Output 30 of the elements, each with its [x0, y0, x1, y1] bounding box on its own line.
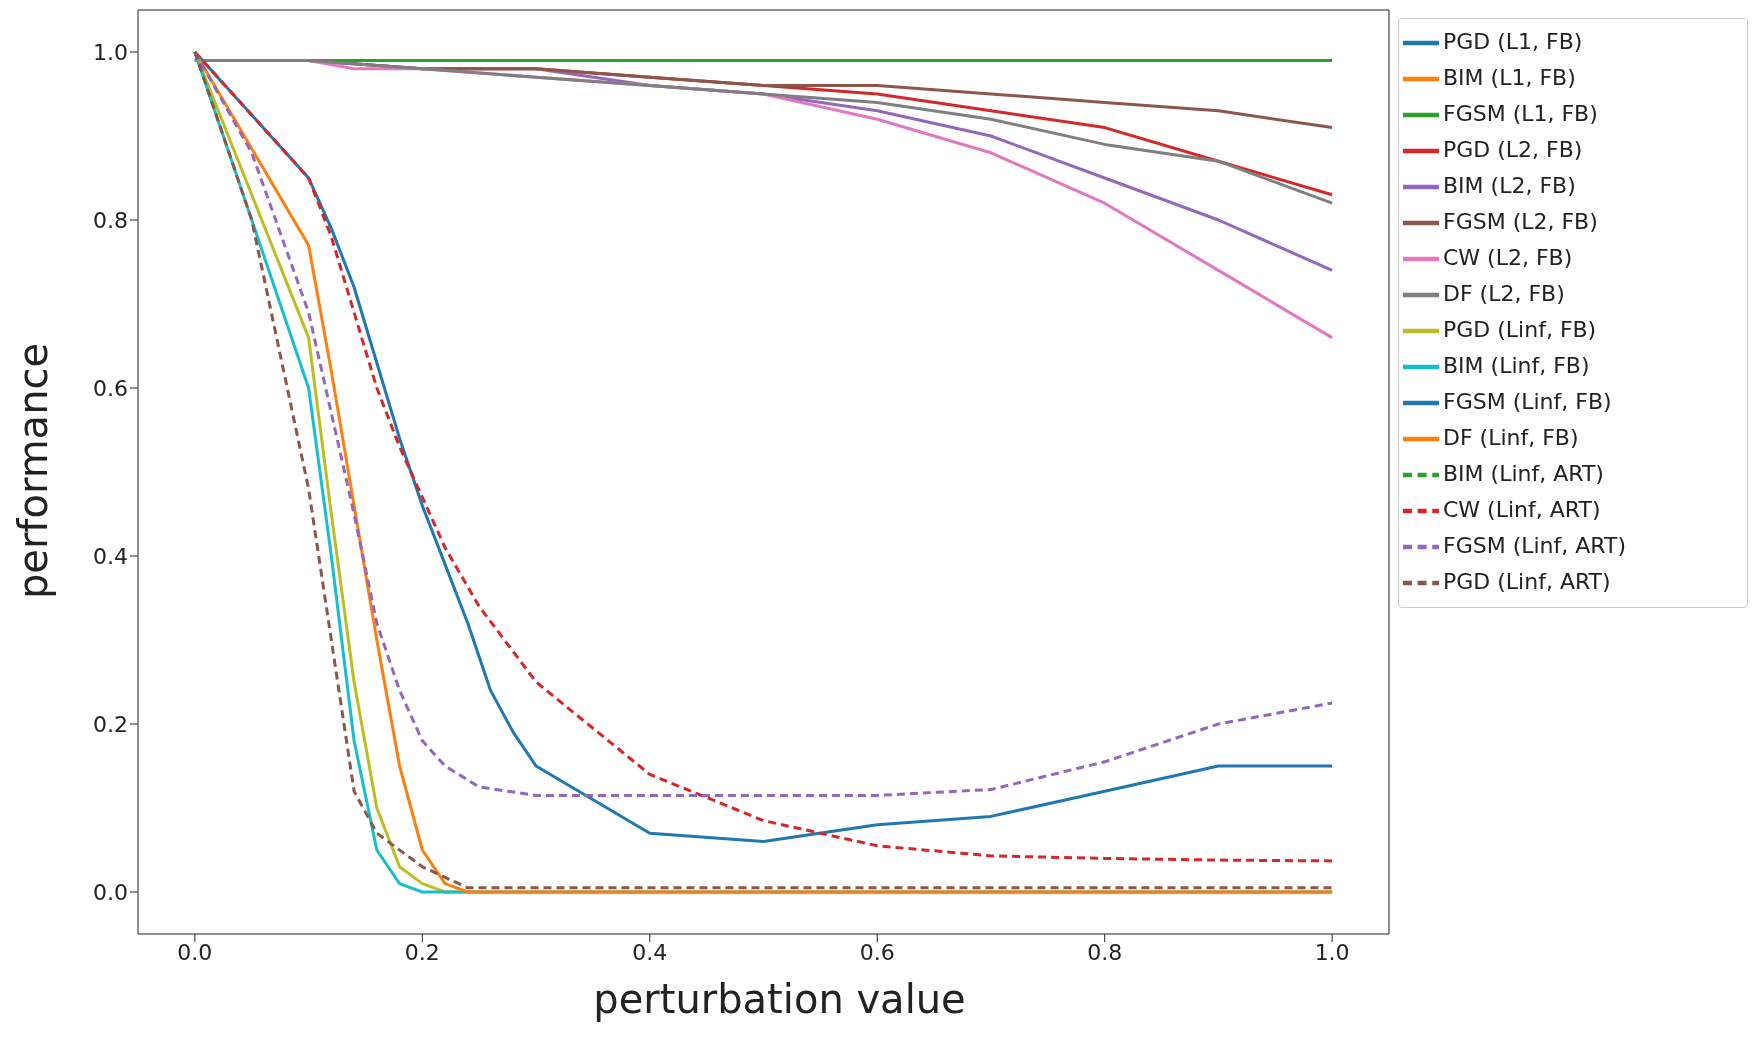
legend-label: FGSM (Linf, FB)	[1443, 389, 1612, 414]
x-tick-label: 0.6	[859, 939, 895, 965]
legend-label: BIM (Linf, FB)	[1443, 353, 1590, 378]
y-tick-label: 0.8	[93, 207, 128, 233]
y-tick-label: 1.0	[93, 39, 128, 65]
legend-label: BIM (L1, FB)	[1443, 65, 1576, 90]
legend-label: FGSM (L1, FB)	[1443, 101, 1598, 126]
legend-label: BIM (Linf, ART)	[1443, 461, 1604, 486]
x-tick-label: 0.4	[632, 939, 668, 965]
legend-label: PGD (Linf, ART)	[1443, 569, 1611, 594]
legend-label: CW (L2, FB)	[1443, 245, 1573, 270]
legend-label: PGD (L1, FB)	[1443, 29, 1583, 54]
y-tick-label: 0.4	[93, 543, 128, 569]
x-tick-label: 1.0	[1314, 939, 1350, 965]
x-tick-label: 0.2	[404, 939, 440, 965]
x-axis-title: perturbation value	[592, 976, 967, 1022]
x-tick-label: 0.0	[177, 939, 213, 965]
y-tick-label: 0.6	[93, 375, 128, 401]
y-tick-label: 0.0	[93, 879, 128, 905]
legend-label: BIM (L2, FB)	[1443, 173, 1576, 198]
legend-label: CW (Linf, ART)	[1443, 497, 1601, 522]
legend-label: DF (L2, FB)	[1443, 281, 1565, 306]
legend-label: PGD (Linf, FB)	[1443, 317, 1597, 342]
legend-label: FGSM (L2, FB)	[1443, 209, 1598, 234]
legend-label: FGSM (Linf, ART)	[1443, 533, 1627, 558]
legend-label: DF (Linf, FB)	[1443, 425, 1579, 450]
legend-label: PGD (L2, FB)	[1443, 137, 1583, 162]
x-tick-label: 0.8	[1087, 939, 1123, 965]
y-axis-title: performance	[10, 342, 57, 600]
y-tick-label: 0.2	[93, 711, 128, 737]
